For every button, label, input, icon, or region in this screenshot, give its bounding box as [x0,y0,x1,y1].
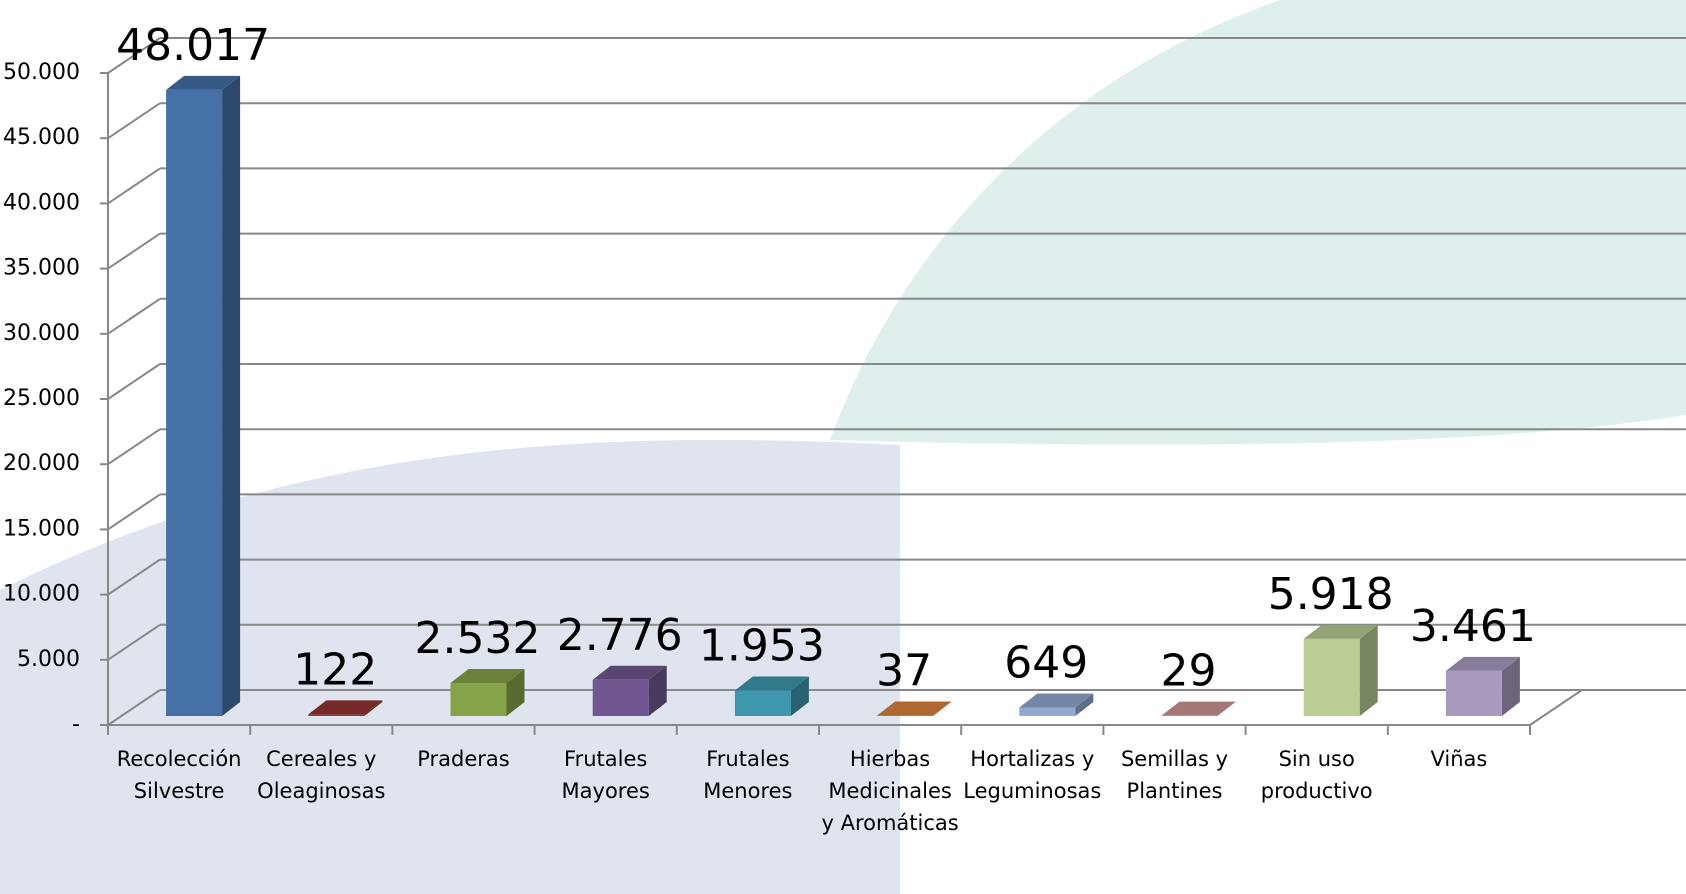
grid-line [107,232,161,270]
y-tick-label: 50.000 [3,60,80,85]
y-tick-label: 20.000 [3,451,80,476]
y-tick-label: 35.000 [3,256,80,281]
value-label: 2.532 [415,613,541,664]
bar-side [1359,624,1378,716]
x-tick-label: Semillas y Plantines [1120,747,1229,803]
y-tick-label: 15.000 [3,516,80,541]
y-tick-label: 45.000 [3,125,80,150]
x-tick-label: Praderas [417,747,510,771]
y-tick-label: 10.000 [3,582,80,607]
grid-line [107,623,161,661]
y-tick-label: 25.000 [3,386,80,411]
background-swoosh [830,0,1686,445]
bar [592,679,649,716]
value-label: 29 [1161,646,1217,697]
bar-side [933,701,952,716]
bar [166,89,223,716]
bar-side [222,75,241,716]
bar-top [734,676,809,691]
x-tick-label: Hierbas Medicinales y Aromáticas [821,747,959,835]
bar-side [790,676,809,716]
bar-top [308,700,383,715]
bar [308,714,365,716]
grid-line [107,558,161,596]
floor-edge [1529,689,1583,726]
bar-top [450,668,525,683]
grid-line [107,363,161,400]
bar-side [364,700,383,716]
bar-side [648,665,667,716]
y-tick-label: 40.000 [3,190,80,215]
bar [1445,670,1502,716]
bar-top [1019,693,1094,708]
y-tick-label: - [72,712,80,737]
value-label: 649 [1004,638,1088,689]
x-tick-label: Cereales y Oleaginosas [257,747,386,803]
bar-top [166,75,241,90]
x-tick-label: Frutales Menores [703,747,793,803]
value-label: 5.918 [1268,569,1394,620]
bar-side [506,668,525,716]
bar-top [1445,656,1520,671]
grid-line [107,297,161,335]
grid-line [107,102,161,140]
bar-side [1501,656,1520,716]
bar-top [877,701,952,716]
bar-top [1303,624,1378,639]
bar-side [1217,701,1236,716]
grid-line [107,167,161,205]
value-label: 48.017 [116,20,270,71]
grid-line [107,428,161,466]
background-swoosh [610,440,900,894]
x-tick-label: Viñas [1430,747,1488,771]
bar [1303,638,1360,716]
bar [734,690,791,716]
value-label: 3.461 [1410,601,1536,652]
bar-top [592,665,667,680]
bar-top [1161,701,1236,716]
bar [1019,707,1076,716]
x-tick-label: Sin uso productivo [1260,747,1373,803]
value-label: 2.776 [557,610,683,661]
value-label: 37 [876,646,932,697]
x-tick-label: Frutales Mayores [561,747,650,803]
y-tick-label: 5.000 [17,647,80,672]
value-label: 122 [293,644,377,695]
bar-side [1075,693,1094,716]
value-label: 1.953 [699,621,825,672]
grid-line [107,493,161,531]
x-tick-label: Hortalizas y Leguminosas [963,747,1102,803]
grid-line [107,37,161,74]
bar [450,682,507,716]
y-tick-label: 30.000 [3,321,80,346]
grid-line [107,689,161,726]
x-tick-label: Recolección Silvestre [116,747,242,803]
